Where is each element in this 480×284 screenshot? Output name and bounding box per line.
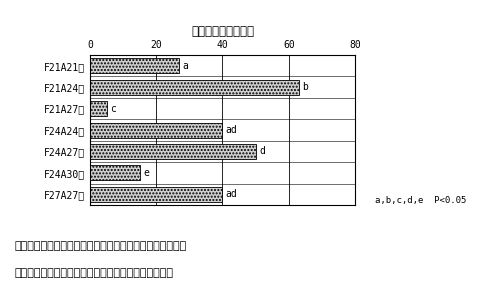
Bar [90,80,298,95]
Text: a: a [182,61,188,71]
Text: 図２　様々な細胞融合と化学的活性化処理のタイミングで: 図２ 様々な細胞融合と化学的活性化処理のタイミングで [14,241,186,251]
Text: e: e [143,168,149,178]
X-axis label: 胚盤胞発生率（％）: 胚盤胞発生率（％） [191,25,253,37]
Bar [90,58,179,73]
Text: 作出したウシ線維芽細胞由来核移植胚の胚盤胞発生率: 作出したウシ線維芽細胞由来核移植胚の胚盤胞発生率 [14,268,173,278]
Text: c: c [109,104,116,114]
Text: ad: ad [225,125,237,135]
Text: ad: ad [225,189,237,199]
Text: d: d [258,147,264,156]
Bar [90,144,255,159]
Bar [90,101,107,116]
Bar [90,187,222,202]
Text: b: b [301,82,307,92]
Text: a,b,c,d,e  P<0.05: a,b,c,d,e P<0.05 [374,196,466,205]
Bar [90,165,139,180]
Bar [90,122,222,137]
